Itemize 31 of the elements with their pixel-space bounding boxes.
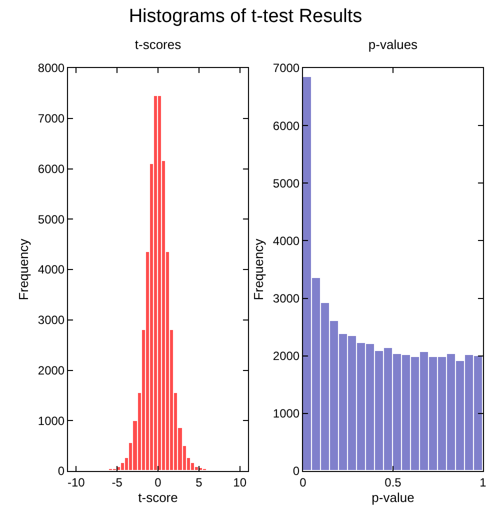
y-tick-label: 5000 [272,176,300,190]
x-tick-label: 10 [233,475,247,490]
y-tick-label: 4000 [38,262,65,277]
y-tick-label: 1000 [38,414,65,428]
y-tick-label: 7000 [38,112,65,126]
y-axis-title: Frequency [250,238,266,300]
x-tick-label: -5 [112,475,123,490]
y-tick-label: 6000 [272,118,300,133]
x-axis-title: p-value [372,490,414,505]
y-tick-label: 3000 [38,313,65,328]
x-tick-label: 0 [154,475,162,490]
y-tick-label: 2000 [272,349,300,364]
y-tick-label: 0 [292,464,300,478]
y-tick-label: 2000 [38,363,65,378]
chart-title: p-values [368,37,418,52]
y-tick-label: 0 [58,464,65,478]
y-tick-label: 8000 [38,61,65,76]
chart-title: Histograms of t-test Results [128,6,364,28]
y-tick-label: 6000 [38,162,65,176]
y-tick-label: 3000 [272,291,300,306]
y-tick-label: 4000 [272,234,300,248]
y-tick-label: 1000 [272,406,300,421]
x-tick-label: 0.5 [384,475,402,490]
y-axis-title: Frequency [16,238,31,300]
y-tick-label: 7000 [272,61,300,76]
x-axis-title: t-score [138,490,178,505]
y-tick-label: 5000 [38,212,65,226]
x-tick-label: -10 [68,475,86,490]
x-tick-label: 1 [480,475,487,490]
x-tick-label: 5 [196,475,203,490]
chart-subtitle: t-scores [134,37,182,52]
